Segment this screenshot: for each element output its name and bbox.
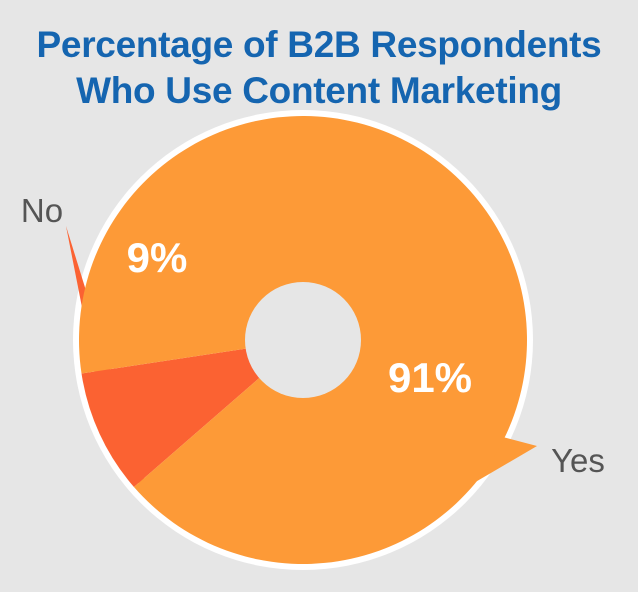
slice-no: [81, 340, 303, 487]
value-label-yes: 91%: [388, 354, 472, 401]
chart-title-line-1: Percentage of B2B Respondents: [36, 24, 602, 65]
chart-title: Percentage of B2B Respondents Who Use Co…: [0, 22, 638, 114]
label-no: No: [21, 192, 63, 229]
chart-title-line-2: Who Use Content Marketing: [76, 70, 562, 111]
value-label-no: 9%: [127, 234, 188, 281]
label-yes: Yes: [551, 442, 605, 479]
donut-hole: [245, 282, 361, 398]
callout-pointer-yes: [466, 436, 537, 488]
